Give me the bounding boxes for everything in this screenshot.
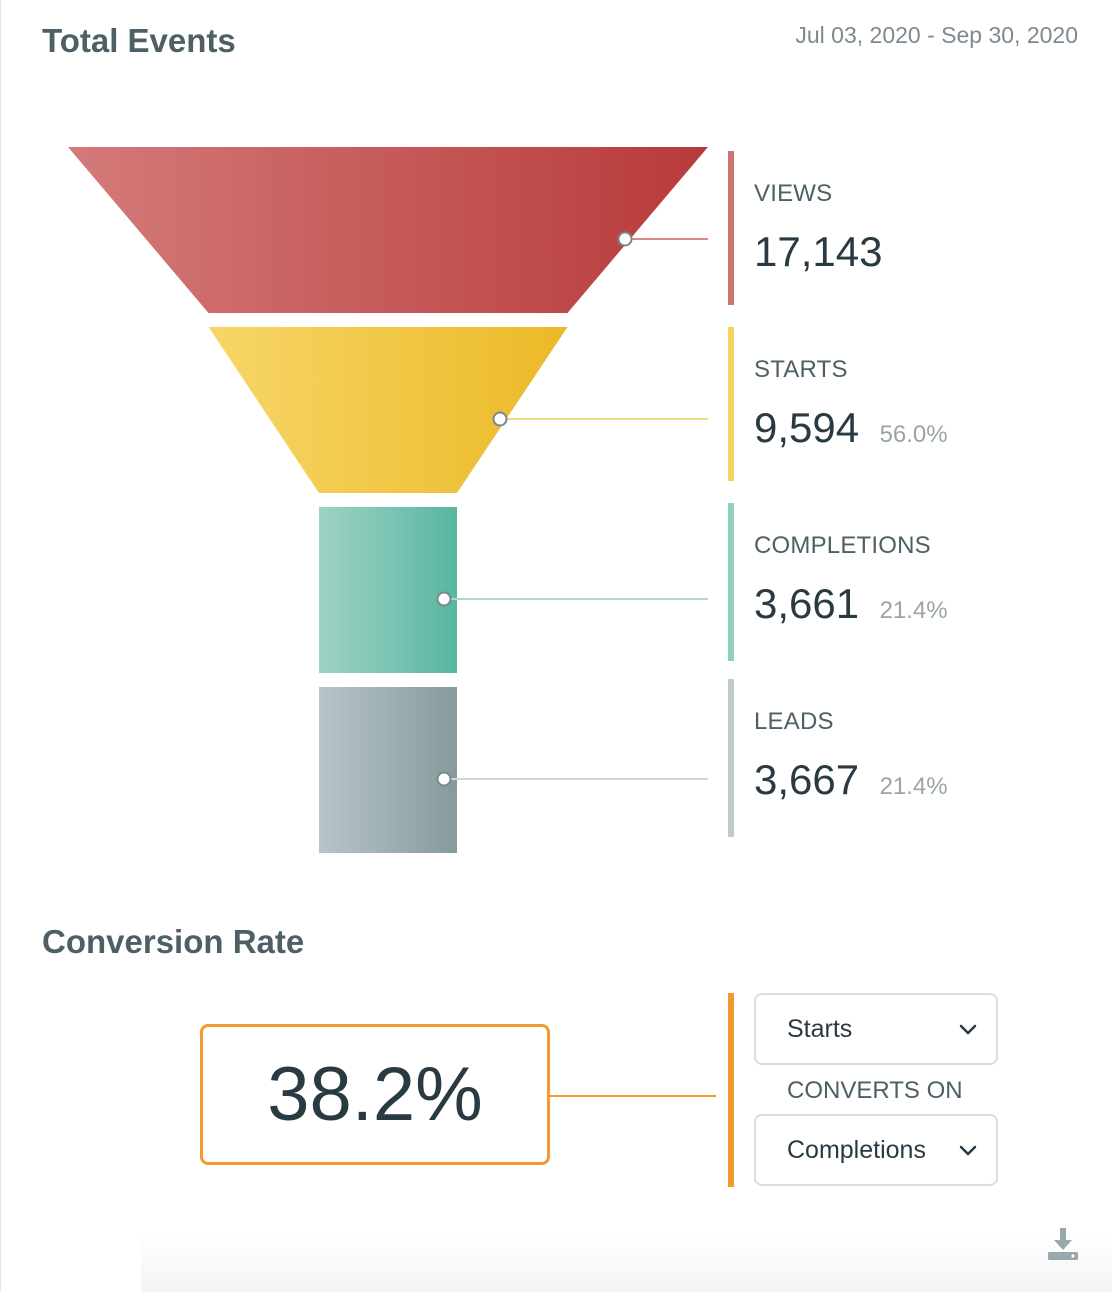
stage-bar-leads <box>728 679 734 837</box>
stage-percent-leads: 21.4% <box>879 773 948 800</box>
download-icon[interactable] <box>1045 1226 1081 1262</box>
stage-label-leads: LEADS <box>754 708 834 735</box>
chevron-down-icon <box>959 1024 977 1035</box>
conversion-accent-bar <box>728 993 734 1187</box>
conversion-rate-title: Conversion Rate <box>42 923 305 960</box>
stage-label-views: VIEWS <box>754 180 833 207</box>
to-stage-select-value: Completions <box>787 1135 926 1164</box>
funnel-segment-leads <box>319 687 457 853</box>
funnel-marker-views <box>617 231 633 247</box>
to-stage-select[interactable]: Completions <box>754 1114 998 1186</box>
stage-value-starts: 9,594 <box>754 404 860 451</box>
funnel-segment-starts <box>208 327 568 493</box>
conversion-connector-line <box>550 1095 716 1097</box>
total-events-title: Total Events <box>42 22 236 59</box>
stage-bar-completions <box>728 503 734 661</box>
stage-starts: STARTS 9,594 56.0% <box>754 356 948 452</box>
funnel-segment-completions <box>319 507 457 673</box>
stage-views: VIEWS 17,143 <box>754 180 882 276</box>
conversion-rate-box: 38.2% <box>200 1024 550 1165</box>
from-stage-select[interactable]: Starts <box>754 993 998 1065</box>
funnel-segment-views <box>68 147 708 313</box>
stage-leads: LEADS 3,667 21.4% <box>754 708 948 804</box>
funnel-chart <box>68 147 708 853</box>
stage-label-starts: STARTS <box>754 356 848 383</box>
from-stage-select-value: Starts <box>787 1014 853 1043</box>
converts-on-label: CONVERTS ON <box>787 1077 963 1104</box>
stage-value-views: 17,143 <box>754 228 883 275</box>
funnel-marker-leads <box>436 771 452 787</box>
stage-completions: COMPLETIONS 3,661 21.4% <box>754 532 948 628</box>
stage-bar-starts <box>728 327 734 481</box>
stage-percent-completions: 21.4% <box>879 597 948 624</box>
stage-percent-starts: 56.0% <box>879 421 948 448</box>
card-bottom-shade <box>141 1232 1112 1292</box>
chevron-down-icon <box>959 1145 977 1156</box>
stage-label-completions: COMPLETIONS <box>754 532 931 559</box>
funnel-marker-completions <box>436 591 452 607</box>
stage-value-leads: 3,667 <box>754 756 860 803</box>
conversion-rate-value: 38.2% <box>267 1052 483 1137</box>
funnel-marker-starts <box>492 411 508 427</box>
date-range[interactable]: Jul 03, 2020 - Sep 30, 2020 <box>795 22 1078 48</box>
stage-value-completions: 3,661 <box>754 580 860 627</box>
stage-bar-views <box>728 151 734 305</box>
